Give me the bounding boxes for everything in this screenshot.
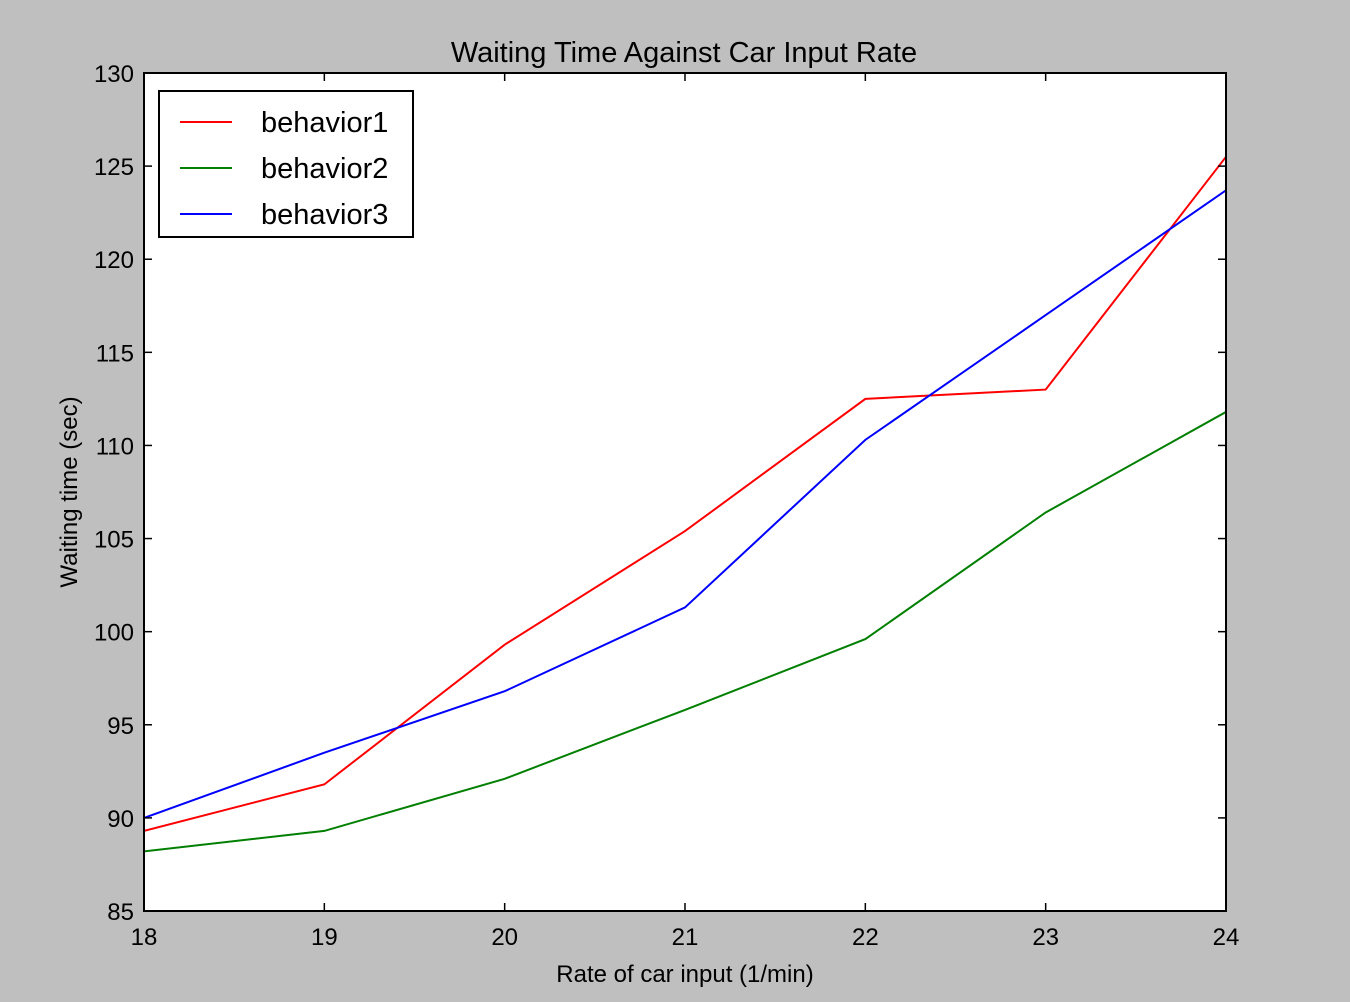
x-tick-label: 24 bbox=[1213, 924, 1240, 951]
series-line-behavior2 bbox=[144, 411, 1226, 853]
legend-label: behavior3 bbox=[261, 199, 388, 231]
y-tick-label: 120 bbox=[94, 247, 134, 274]
y-tick-label: 95 bbox=[107, 713, 134, 740]
chart-title: Waiting Time Against Car Input Rate bbox=[451, 37, 917, 69]
x-tick-label: 23 bbox=[1032, 924, 1059, 951]
y-tick-label: 110 bbox=[96, 433, 134, 460]
y-tick-label: 90 bbox=[107, 806, 134, 833]
series-lines bbox=[144, 156, 1226, 853]
legend-label: behavior2 bbox=[261, 153, 388, 185]
series-line-behavior3 bbox=[144, 189, 1226, 819]
y-axis-label: Waiting time (sec) bbox=[56, 396, 83, 587]
y-tick-label: 100 bbox=[94, 620, 134, 647]
y-tick-label: 130 bbox=[94, 61, 134, 88]
y-tick-label: 125 bbox=[94, 154, 134, 181]
axis-ticks: 18 19 20 21 22 23 24 85 90 95 100 105 110 115 120 125 13… bbox=[94, 61, 1239, 951]
legend: behavior1 behavior2 behavior3 bbox=[158, 90, 414, 238]
x-tick-label: 19 bbox=[311, 924, 338, 951]
legend-label: behavior1 bbox=[261, 107, 388, 139]
series-line-behavior1 bbox=[144, 156, 1226, 832]
y-tick-label: 85 bbox=[107, 899, 134, 926]
legend-box bbox=[158, 90, 414, 238]
y-tick-label: 105 bbox=[94, 527, 134, 554]
x-tick-label: 18 bbox=[131, 924, 158, 951]
x-tick-label: 21 bbox=[672, 924, 699, 951]
x-tick-label: 20 bbox=[491, 924, 518, 951]
y-tick-label: 115 bbox=[96, 340, 134, 367]
x-axis-label: Rate of car input (1/min) bbox=[556, 961, 813, 988]
x-tick-label: 22 bbox=[852, 924, 879, 951]
